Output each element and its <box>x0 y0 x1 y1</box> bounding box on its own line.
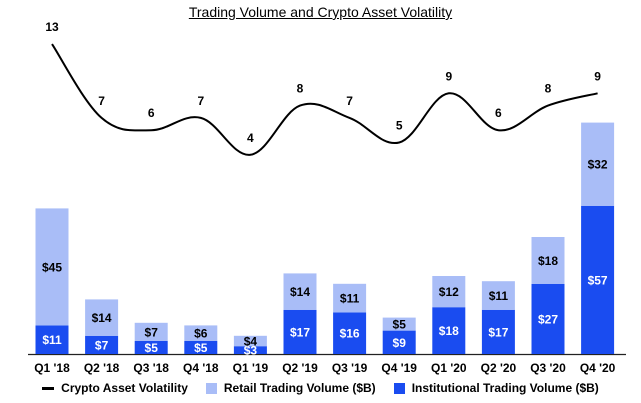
legend-retail-label: Retail Trading Volume ($B) <box>223 381 376 395</box>
bar-institutional <box>85 335 119 354</box>
bar-institutional <box>333 312 367 354</box>
x-tick-label: Q4 '19 <box>381 361 417 375</box>
data-label-institutional: $5 <box>145 341 159 355</box>
data-label-institutional: $5 <box>194 341 208 355</box>
bar-retail <box>481 281 515 310</box>
data-label-retail: $14 <box>92 311 112 325</box>
bar-retail <box>35 208 69 326</box>
x-tick-label: Q3 '18 <box>133 361 169 375</box>
data-label-volatility: 5 <box>396 119 403 133</box>
bar-institutional <box>432 307 466 354</box>
legend-retail-swatch <box>205 382 217 394</box>
data-label-institutional: $3 <box>244 344 258 358</box>
bar-retail <box>581 122 615 206</box>
data-label-volatility: 9 <box>445 69 452 83</box>
legend-line-swatch <box>42 386 55 390</box>
data-label-retail: $11 <box>489 289 509 303</box>
x-tick-label: Q1 '18 <box>34 361 70 375</box>
data-label-volatility: 13 <box>45 20 59 34</box>
data-label-retail: $11 <box>340 292 360 306</box>
data-label-retail: $4 <box>244 335 258 349</box>
bar-retail <box>184 325 218 341</box>
data-label-volatility: 7 <box>98 94 105 108</box>
data-label-institutional: $57 <box>588 273 608 287</box>
data-label-institutional: $27 <box>538 312 558 326</box>
bar-retail <box>333 283 367 313</box>
bar-retail <box>432 276 466 308</box>
bars-layer <box>28 122 626 356</box>
bar-institutional <box>134 341 168 354</box>
data-label-volatility: 6 <box>148 106 155 120</box>
data-label-retail: $32 <box>588 158 608 172</box>
bar-retail <box>134 322 168 341</box>
data-label-retail: $45 <box>42 260 62 274</box>
data-label-retail: $14 <box>290 285 310 299</box>
legend-item-institutional: Institutional Trading Volume ($B) <box>393 381 599 395</box>
chart-title: Trading Volume and Crypto Asset Volatili… <box>188 4 453 20</box>
data-label-retail: $6 <box>194 327 208 341</box>
x-tick-label: Q3 '19 <box>332 361 368 375</box>
data-label-institutional: $16 <box>340 327 360 341</box>
legend-item-volatility: Crypto Asset Volatility <box>42 381 188 395</box>
data-label-institutional: $7 <box>95 338 109 352</box>
data-label-institutional: $9 <box>393 336 407 350</box>
data-label-volatility: 9 <box>594 69 601 83</box>
volatility-line <box>51 43 598 156</box>
data-label-retail: $12 <box>439 285 459 299</box>
bar-retail <box>85 299 119 336</box>
bar-retail <box>233 335 267 347</box>
x-tick-label: Q4 '18 <box>183 361 219 375</box>
data-label-volatility: 4 <box>247 131 254 145</box>
x-tick-label: Q2 '19 <box>282 361 318 375</box>
bar-institutional <box>581 205 615 354</box>
bar-retail <box>283 273 317 310</box>
bar-institutional <box>283 309 317 354</box>
legend-institutional-swatch <box>393 382 405 394</box>
data-label-institutional: $18 <box>439 324 459 338</box>
legend-institutional-label: Institutional Trading Volume ($B) <box>411 381 599 395</box>
bar-institutional <box>531 283 565 354</box>
bar-institutional <box>481 309 515 354</box>
data-label-volatility: 7 <box>197 94 204 108</box>
legend: Crypto Asset Volatility Retail Trading V… <box>0 381 641 395</box>
data-label-volatility: 6 <box>495 106 502 120</box>
data-label-volatility: 8 <box>545 82 552 96</box>
bar-institutional <box>233 346 267 354</box>
data-label-volatility: 8 <box>297 82 304 96</box>
bar-retail <box>531 237 565 284</box>
x-tick-label: Q1 '19 <box>233 361 269 375</box>
bar-institutional <box>35 325 69 354</box>
x-tick-label: Q3 '20 <box>530 361 566 375</box>
legend-volatility-label: Crypto Asset Volatility <box>61 381 188 395</box>
bar-retail <box>382 317 416 331</box>
x-tick-label: Q4 '20 <box>580 361 616 375</box>
data-label-retail: $18 <box>538 254 558 268</box>
data-label-volatility: 7 <box>346 94 353 108</box>
data-label-retail: $7 <box>145 325 159 339</box>
data-label-institutional: $11 <box>42 333 62 347</box>
legend-item-retail: Retail Trading Volume ($B) <box>205 381 376 395</box>
data-label-institutional: $17 <box>290 325 310 339</box>
bar-institutional <box>382 330 416 354</box>
x-tick-label: Q2 '18 <box>84 361 120 375</box>
bar-institutional <box>184 341 218 354</box>
data-label-retail: $5 <box>393 318 407 332</box>
x-tick-label: Q1 '20 <box>431 361 467 375</box>
x-tick-label: Q2 '20 <box>481 361 517 375</box>
data-label-institutional: $17 <box>488 325 508 339</box>
line-layer <box>51 43 598 156</box>
